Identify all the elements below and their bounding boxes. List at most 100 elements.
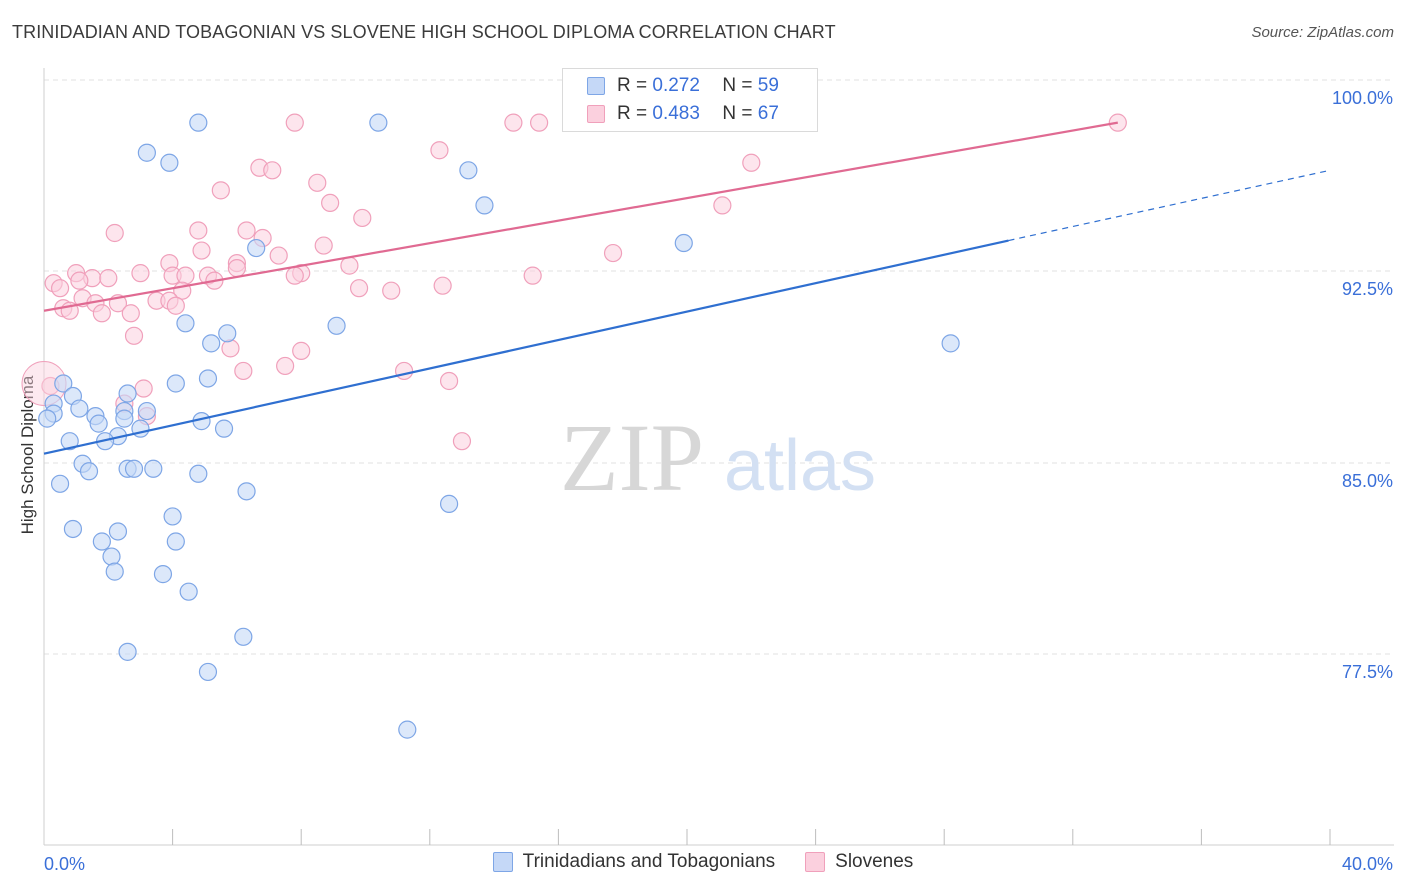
bottom-legend-swatch-blue [492, 852, 513, 872]
trinidadian-point [124, 459, 144, 478]
trinidadian-point [439, 494, 459, 513]
legend-n-value: 67 [757, 103, 779, 124]
slovenes-point [292, 341, 311, 360]
slovenes-point [92, 304, 111, 323]
trinidadian-point [214, 419, 234, 438]
trinidadian-point [218, 324, 237, 343]
slovenes-point [276, 356, 295, 376]
legend-box: R = 0.272 N = 59 R = 0.483 N = 67 [562, 68, 818, 132]
slovenes-point [353, 208, 372, 228]
slovenes-point [263, 161, 282, 180]
slovenes-point [382, 281, 401, 300]
legend-r-value: 0.483 [652, 103, 700, 124]
slovenes-point [234, 361, 253, 381]
trinidadian-point [105, 562, 124, 581]
trinidadian-point [198, 662, 218, 682]
slovenes-point [452, 432, 472, 451]
trinidadian-point [189, 464, 208, 483]
trinidadian-point [459, 161, 478, 180]
trinidadian-trend-line [43, 239, 1009, 455]
slovenes-point [124, 326, 144, 345]
slovenes-point [394, 361, 414, 381]
slovenes-trend-line [43, 121, 1118, 312]
slovenes-point [176, 266, 195, 285]
legend-swatch-pink [587, 105, 605, 123]
trinidadian-point [176, 314, 195, 333]
trinidadian-point [38, 409, 57, 428]
legend-r-value: 0.272 [652, 75, 700, 96]
y-tick-label: 85.0% [1342, 471, 1393, 491]
y-tick-label: 92.5% [1342, 279, 1393, 299]
legend-n-label: N = [722, 75, 753, 96]
slovenes-point [523, 266, 542, 285]
trinidadian-point [166, 374, 185, 393]
slovenes-point [237, 221, 256, 240]
bottom-legend-swatch-pink [805, 852, 826, 872]
legend-row-trinidadian: R = 0.272 N = 59 [587, 74, 779, 98]
slovenes-point [227, 259, 246, 278]
slovenes-point [308, 173, 327, 192]
trinidadian-point [189, 113, 208, 132]
trinidadian-point [202, 334, 221, 353]
bottom-legend: Trinidadians and Tobagonians Slovenes [0, 851, 1406, 873]
trinidadian-point [70, 399, 89, 418]
slovenes-point [192, 241, 211, 260]
y-tick-label: 100.0% [1332, 88, 1393, 108]
slovenes-point [504, 113, 523, 132]
trinidadian-points [38, 113, 960, 739]
chart-title: TRINIDADIAN AND TOBAGONIAN VS SLOVENE HI… [12, 22, 836, 42]
axes [43, 68, 1394, 846]
trinidadian-point [247, 238, 266, 258]
trinidadian-point [166, 532, 185, 551]
slovenes-point [340, 256, 359, 275]
trinidadian-point [163, 507, 182, 526]
trinidadian-point [179, 582, 198, 601]
legend-swatch-blue [587, 77, 605, 95]
trinidadian-point [144, 459, 163, 478]
legend-n-label: N = [722, 103, 753, 124]
slovenes-points [21, 113, 1127, 451]
trinidadian-point [137, 143, 156, 162]
legend-r-label: R = [617, 75, 648, 96]
slovenes-point [70, 271, 89, 290]
slovenes-point [530, 113, 549, 132]
bottom-legend-label: Slovenes [835, 851, 914, 872]
slovenes-point [99, 269, 118, 288]
slovenes-point [713, 196, 732, 215]
trinidadian-point [398, 720, 417, 739]
slovenes-point [430, 141, 449, 160]
slovenes-point [166, 296, 185, 315]
trinidadian-point [198, 369, 218, 388]
slovenes-point [349, 279, 369, 298]
trinidadian-point [89, 414, 108, 433]
legend-n-value: 59 [757, 75, 779, 96]
trinidadian-point [108, 522, 128, 541]
slovenes-point [134, 379, 153, 398]
slovenes-point [189, 221, 208, 240]
slovenes-point [314, 236, 333, 255]
slovenes-point [285, 113, 304, 132]
trinidadian-point [54, 374, 73, 393]
trinidadian-point [118, 384, 137, 403]
slovenes-point [269, 246, 288, 265]
slovenes-point [105, 223, 124, 243]
trinidadian-trend-extension [1008, 169, 1331, 242]
slovenes-point [439, 371, 459, 391]
trinidadian-point [234, 627, 253, 646]
bottom-legend-item-trinidadian: Trinidadians and Tobagonians [492, 851, 775, 873]
slovenes-point [211, 181, 230, 200]
trinidadian-point [102, 547, 121, 566]
slovenes-point [121, 304, 140, 323]
slovenes-point [603, 243, 623, 263]
trinidadian-point [63, 519, 83, 539]
source-label: Source: ZipAtlas.com [1251, 24, 1394, 41]
trinidadian-point [237, 482, 256, 501]
watermark-zip: ZIP [560, 404, 704, 511]
x-tick-label: 0.0% [44, 854, 85, 874]
trinidadian-point [941, 334, 960, 353]
trinidadian-point [92, 532, 111, 551]
trinidadian-point [137, 401, 156, 421]
slovenes-point [285, 266, 304, 285]
x-tick-label: 40.0% [1342, 854, 1393, 874]
